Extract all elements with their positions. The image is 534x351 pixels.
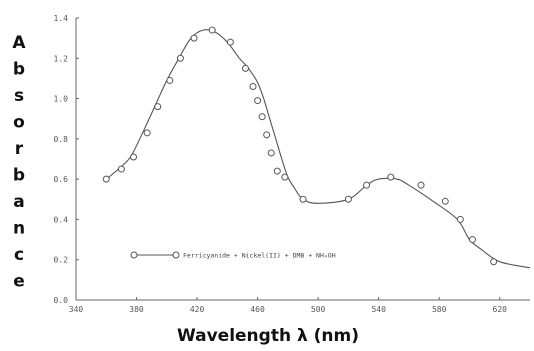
y-axis-label-letter: n bbox=[13, 219, 25, 239]
data-point bbox=[468, 236, 476, 244]
x-tick-label: 380 bbox=[129, 305, 144, 314]
y-axis-label-letter: a bbox=[13, 192, 24, 212]
y-axis-label-letter: r bbox=[15, 139, 24, 159]
data-point bbox=[490, 258, 498, 266]
x-tick-label: 500 bbox=[311, 305, 326, 314]
y-axis-label-letter: c bbox=[14, 245, 24, 265]
y-tick-label: 1.0 bbox=[54, 95, 69, 104]
y-ticks: 0.0 0.2 0.4 0.6 0.8 1.0 1.2 1.4 bbox=[54, 14, 79, 305]
data-point bbox=[130, 153, 138, 161]
x-tick-label: 540 bbox=[371, 305, 386, 314]
y-axis-label-letter: b bbox=[13, 166, 25, 186]
x-tick-label: 580 bbox=[432, 305, 447, 314]
data-point bbox=[387, 173, 395, 181]
data-point bbox=[258, 113, 266, 121]
legend-marker bbox=[172, 251, 180, 259]
data-point bbox=[176, 54, 184, 62]
x-ticks: 340 380 420 460 500 540 580 620 bbox=[69, 297, 507, 314]
data-point bbox=[263, 131, 271, 139]
data-point bbox=[281, 173, 289, 181]
y-tick-label: 0.4 bbox=[54, 215, 69, 224]
y-axis-label-letter: e bbox=[13, 272, 25, 292]
data-point bbox=[190, 34, 198, 42]
x-tick-label: 340 bbox=[69, 305, 84, 314]
data-point bbox=[226, 38, 234, 46]
legend-label: Ferricyanide + Nickel(II) + DMB + NH₄OH bbox=[183, 252, 336, 260]
x-tick-label: 420 bbox=[190, 305, 205, 314]
y-axis-label-letter: b bbox=[13, 60, 25, 80]
y-tick-label: 1.2 bbox=[54, 54, 69, 63]
legend: Ferricyanide + Nickel(II) + DMB + NH₄OH bbox=[130, 251, 336, 260]
data-point bbox=[363, 181, 371, 189]
y-tick-label: 1.4 bbox=[54, 14, 69, 23]
data-point bbox=[299, 195, 307, 203]
y-axis-label-letter: A bbox=[12, 33, 26, 53]
data-point bbox=[143, 129, 151, 137]
data-point bbox=[117, 165, 125, 173]
data-point bbox=[417, 181, 425, 189]
y-axis-label-letter: o bbox=[13, 113, 25, 133]
data-point bbox=[166, 76, 174, 84]
data-point bbox=[254, 97, 262, 105]
data-point bbox=[267, 149, 275, 157]
data-point bbox=[208, 26, 216, 34]
series bbox=[102, 26, 531, 269]
data-point bbox=[154, 103, 162, 111]
y-axis-label-letter: s bbox=[14, 86, 24, 106]
y-tick-label: 0.6 bbox=[54, 175, 69, 184]
data-point bbox=[456, 215, 464, 223]
axes bbox=[75, 18, 530, 301]
x-tick-label: 460 bbox=[250, 305, 265, 314]
data-point bbox=[441, 197, 449, 205]
x-axis-label: Wavelength λ (nm) bbox=[177, 326, 359, 346]
data-point bbox=[249, 82, 257, 90]
data-point bbox=[344, 195, 352, 203]
data-point bbox=[273, 167, 281, 175]
series-line bbox=[105, 29, 531, 269]
y-tick-label: 0.8 bbox=[54, 135, 69, 144]
y-tick-label: 0.2 bbox=[54, 256, 69, 265]
y-tick-label: 0.0 bbox=[54, 296, 69, 305]
legend-marker bbox=[130, 251, 138, 259]
x-tick-label: 620 bbox=[493, 305, 508, 314]
data-point bbox=[102, 175, 110, 183]
data-point bbox=[241, 64, 249, 72]
